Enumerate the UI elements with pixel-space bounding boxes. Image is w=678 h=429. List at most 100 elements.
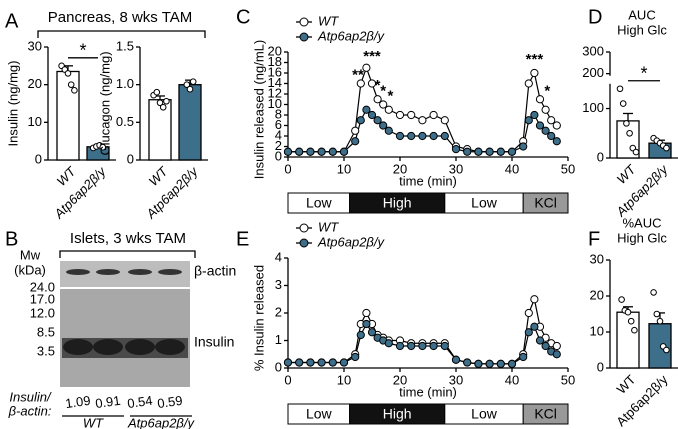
x-tick-label: 10 bbox=[337, 372, 351, 387]
y-tick-label: 1.0 bbox=[116, 76, 134, 91]
mw-marker: 3.5 bbox=[37, 343, 55, 358]
panel-title: High Glc bbox=[617, 22, 667, 37]
ratio-value: 0.91 bbox=[94, 393, 121, 411]
data-point bbox=[627, 317, 635, 325]
y-tick-label: 30 bbox=[590, 251, 604, 266]
series-line bbox=[288, 297, 558, 365]
data-point bbox=[367, 328, 377, 337]
legend-label: Atp6ap2β/y bbox=[317, 28, 385, 43]
y-tick-label: 20 bbox=[28, 76, 42, 91]
data-point bbox=[153, 88, 161, 96]
data-point bbox=[616, 85, 624, 93]
data-point bbox=[407, 341, 416, 351]
data-point bbox=[362, 319, 371, 329]
y-tick-label: 0 bbox=[35, 151, 42, 166]
x-tick-label: 50 bbox=[561, 372, 575, 387]
data-point bbox=[463, 147, 472, 156]
data-point bbox=[631, 326, 638, 334]
data-point bbox=[535, 95, 545, 104]
data-point bbox=[283, 358, 293, 367]
data-point bbox=[317, 147, 326, 156]
y-tick-label: 12 bbox=[268, 85, 282, 100]
significance: * bbox=[388, 88, 394, 105]
data-point bbox=[451, 145, 461, 154]
data-point bbox=[507, 147, 517, 156]
data-point bbox=[384, 339, 393, 348]
y-tick-label: 2 bbox=[275, 304, 282, 319]
significance: * bbox=[640, 63, 647, 83]
data-point bbox=[163, 97, 170, 105]
ratio-label: Insulin/ bbox=[9, 389, 52, 404]
data-point bbox=[328, 147, 337, 156]
data-point bbox=[339, 358, 349, 367]
x-tick-label: WT bbox=[54, 163, 80, 189]
group-label: Atp6ap2β/y bbox=[127, 415, 195, 429]
data-point bbox=[351, 126, 360, 135]
y-tick-label: 4 bbox=[275, 249, 282, 264]
y-tick-label: 30 bbox=[28, 38, 42, 53]
data-point bbox=[530, 295, 539, 304]
y-axis-label: Insulin (ng/mg) bbox=[5, 61, 20, 147]
y-tick-label: 100 bbox=[582, 100, 604, 115]
y-axis-label: Insulin released (ng/mL) bbox=[251, 40, 266, 179]
x-tick-label: 30 bbox=[449, 161, 463, 176]
panel-letter: D bbox=[588, 6, 602, 28]
data-point bbox=[367, 79, 377, 88]
data-point bbox=[474, 359, 483, 368]
data-point bbox=[395, 110, 405, 120]
band-label: Insulin bbox=[194, 334, 234, 350]
panel-title: Islets, 3 wks TAM bbox=[70, 230, 186, 247]
x-tick-label: 30 bbox=[449, 372, 463, 387]
y-tick-label: 0 bbox=[275, 359, 282, 374]
data-point bbox=[653, 310, 661, 318]
data-point bbox=[356, 79, 365, 88]
data-point bbox=[418, 341, 427, 351]
data-point bbox=[429, 131, 438, 141]
data-point bbox=[306, 147, 315, 156]
y-tick-label: 8 bbox=[275, 106, 282, 121]
data-point bbox=[451, 355, 461, 364]
insulin-smear bbox=[62, 338, 188, 358]
stimulus-label: Low bbox=[306, 406, 333, 422]
x-tick-label: 0 bbox=[284, 161, 291, 176]
y-tick-label: 0 bbox=[127, 151, 134, 166]
band-label: β-actin bbox=[194, 263, 236, 279]
data-point bbox=[295, 358, 304, 367]
data-point bbox=[351, 352, 360, 362]
legend-label: WT bbox=[318, 219, 339, 234]
data-point bbox=[367, 110, 377, 120]
stimulus-label: High bbox=[383, 406, 412, 422]
data-point bbox=[295, 147, 304, 156]
data-point bbox=[663, 144, 670, 152]
data-point bbox=[656, 317, 664, 325]
bar bbox=[148, 99, 172, 161]
data-point bbox=[189, 78, 197, 85]
x-tick-label: 0 bbox=[284, 372, 291, 387]
significance: * bbox=[544, 82, 550, 99]
data-point bbox=[535, 121, 545, 130]
data-point bbox=[535, 336, 545, 345]
bracket bbox=[37, 30, 206, 38]
ratio-value: 1.09 bbox=[64, 393, 91, 411]
actin-band bbox=[96, 269, 120, 275]
data-point bbox=[71, 87, 78, 94]
data-point bbox=[530, 322, 539, 331]
bar bbox=[178, 84, 202, 161]
y-tick-label: 1.5 bbox=[116, 38, 134, 53]
data-point bbox=[623, 120, 630, 127]
significance: * bbox=[380, 82, 386, 99]
y-tick-label: 0 bbox=[597, 149, 604, 164]
stimulus-segment bbox=[522, 192, 569, 214]
y-tick-label: 10 bbox=[268, 96, 282, 111]
data-point bbox=[183, 81, 191, 88]
legend-marker bbox=[299, 238, 309, 248]
y-tick-label: 0.5 bbox=[116, 114, 134, 129]
panel-title: Pancreas, 8 wks TAM bbox=[48, 9, 193, 26]
data-point bbox=[547, 131, 556, 141]
panel-letter: B bbox=[5, 228, 18, 250]
data-point bbox=[373, 95, 382, 104]
significance: *** bbox=[526, 51, 544, 68]
data-point bbox=[379, 100, 388, 109]
data-point bbox=[356, 116, 365, 125]
x-tick-label: WT bbox=[614, 372, 639, 397]
